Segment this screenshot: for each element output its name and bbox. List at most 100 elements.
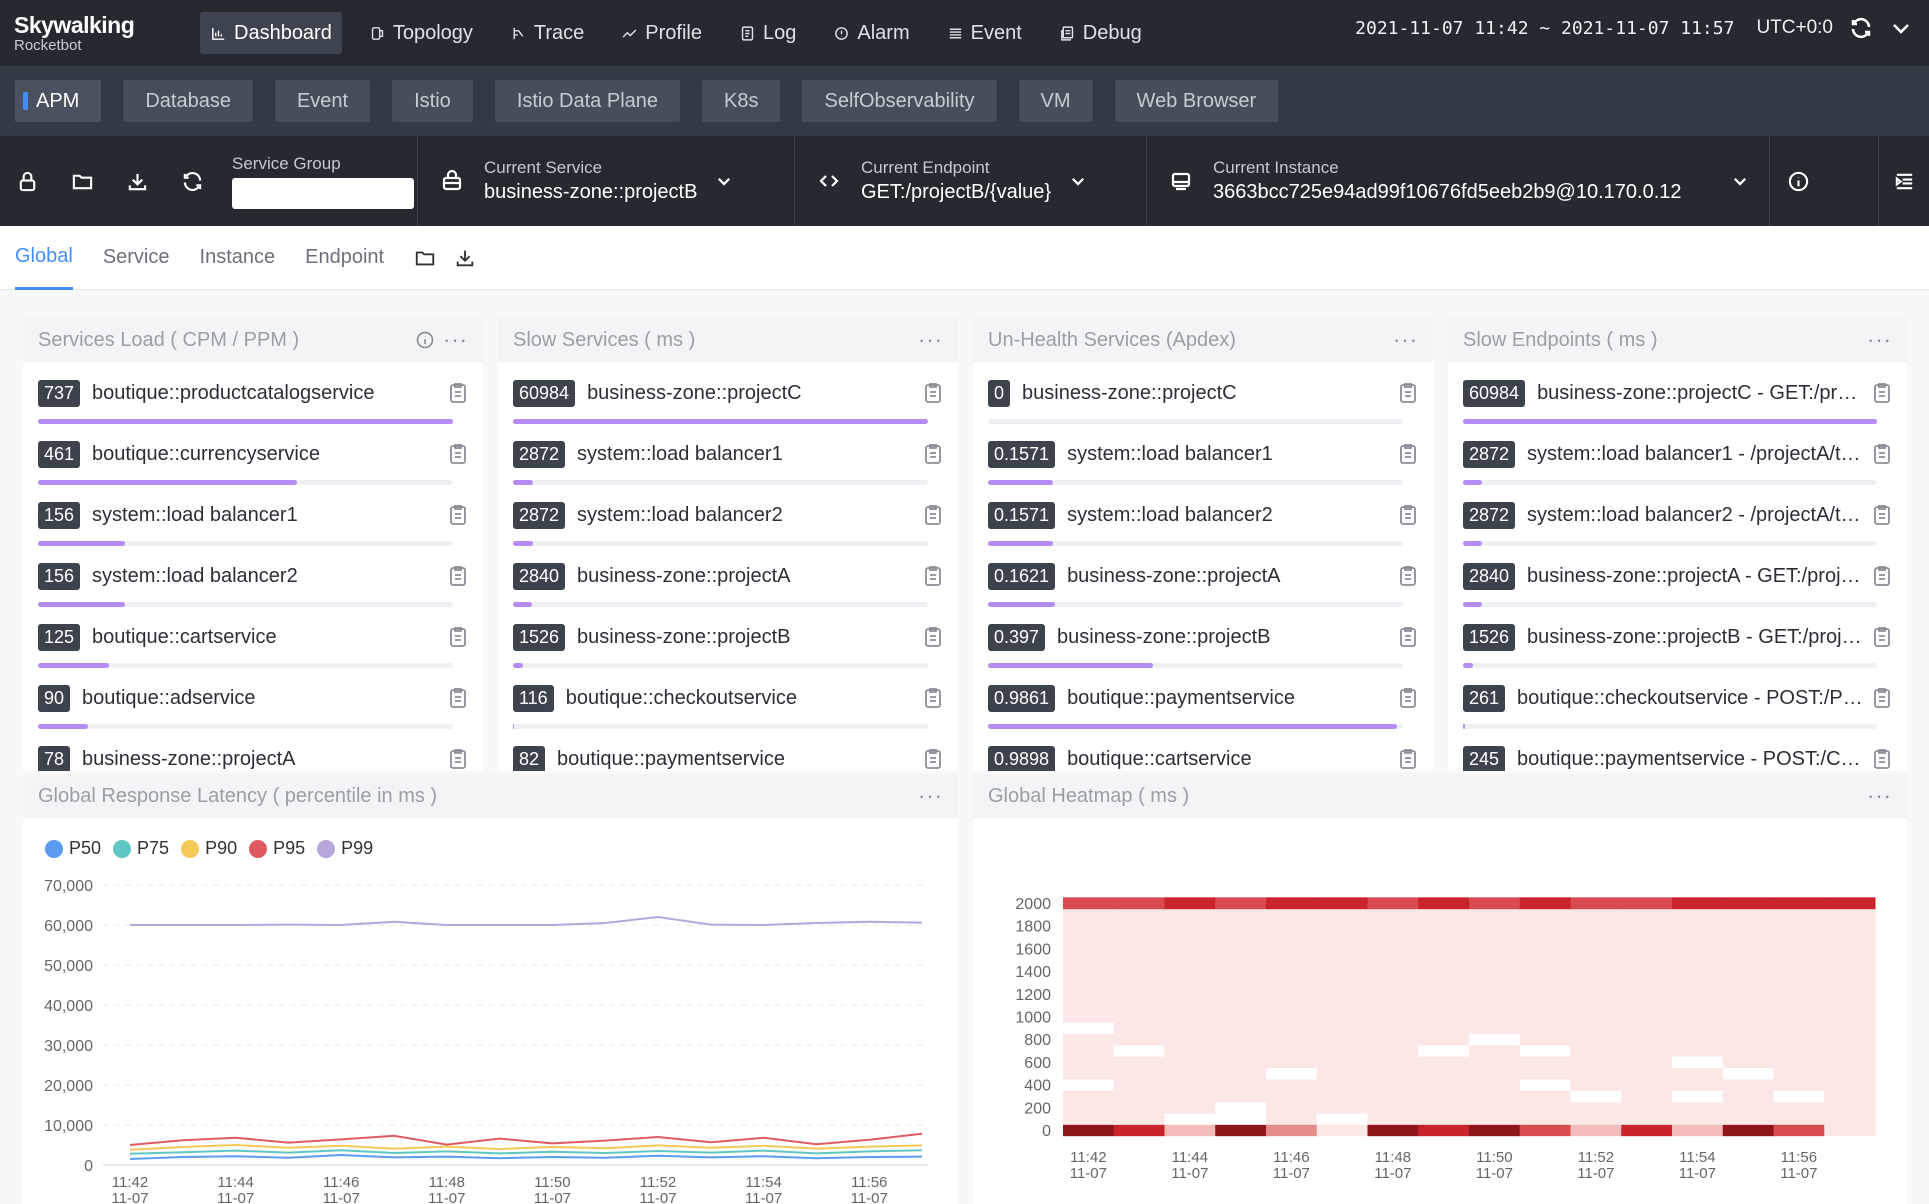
list-item[interactable]: 0.9898 boutique::cartservice <box>988 740 1418 771</box>
info-button[interactable] <box>1770 136 1826 226</box>
clipboard-icon[interactable] <box>448 626 468 648</box>
folder-icon[interactable] <box>414 247 436 269</box>
more-icon[interactable]: ··· <box>443 327 468 352</box>
legend-item-p75[interactable]: P75 <box>113 838 169 859</box>
nav-log[interactable]: Log <box>729 12 806 54</box>
clipboard-icon[interactable] <box>923 504 943 526</box>
download-button[interactable] <box>110 136 165 226</box>
list-item[interactable]: 90 boutique::adservice <box>38 679 468 740</box>
layer-tab-database[interactable]: Database <box>123 80 253 122</box>
more-icon[interactable]: ··· <box>918 783 943 808</box>
clipboard-icon[interactable] <box>923 748 943 770</box>
current-endpoint-select[interactable]: Current Endpoint GET:/projectB/{value} <box>795 136 1146 226</box>
logo[interactable]: Skywalking Rocketbot <box>0 12 200 54</box>
list-item[interactable]: 261 boutique::checkoutservice - POST:/Pl… <box>1463 679 1892 740</box>
nav-topology[interactable]: Topology <box>359 12 483 54</box>
folder-button[interactable] <box>55 136 110 226</box>
timezone[interactable]: UTC+0:0 <box>1756 17 1833 38</box>
layer-tab-istio[interactable]: Istio <box>392 80 473 122</box>
list-item[interactable]: 0.1621 business-zone::projectA <box>988 557 1418 618</box>
tab-endpoint[interactable]: Endpoint <box>305 246 385 268</box>
clipboard-icon[interactable] <box>1398 443 1418 465</box>
clipboard-icon[interactable] <box>1398 626 1418 648</box>
more-icon[interactable]: ··· <box>1867 783 1892 808</box>
list-item[interactable]: 2872 system::load balancer1 - /projectA/… <box>1463 435 1892 496</box>
legend-item-p90[interactable]: P90 <box>181 838 237 859</box>
current-service-select[interactable]: Current Service business-zone::projectB <box>418 136 794 226</box>
clipboard-icon[interactable] <box>1872 748 1892 770</box>
clipboard-icon[interactable] <box>923 382 943 404</box>
nav-profile[interactable]: Profile <box>611 12 712 54</box>
list-item[interactable]: 0 business-zone::projectC <box>988 374 1418 435</box>
clipboard-icon[interactable] <box>448 382 468 404</box>
layer-tab-k8s[interactable]: K8s <box>702 80 781 122</box>
more-icon[interactable]: ··· <box>918 327 943 352</box>
clipboard-icon[interactable] <box>1872 443 1892 465</box>
layer-tab-event[interactable]: Event <box>274 80 371 122</box>
list-item[interactable]: 60984 business-zone::projectC <box>513 374 943 435</box>
nav-event[interactable]: Event <box>937 12 1032 54</box>
clipboard-icon[interactable] <box>1398 565 1418 587</box>
clipboard-icon[interactable] <box>1872 565 1892 587</box>
layer-tab-selfobservability[interactable]: SelfObservability <box>802 80 997 122</box>
service-group-input[interactable] <box>232 177 414 209</box>
clipboard-icon[interactable] <box>1398 504 1418 526</box>
list-item[interactable]: 2872 system::load balancer2 <box>513 496 943 557</box>
current-instance-select[interactable]: Current Instance 3663bcc725e94ad99f10676… <box>1147 136 1769 226</box>
more-icon[interactable]: ··· <box>1867 327 1892 352</box>
more-icon[interactable]: ··· <box>1393 327 1418 352</box>
clipboard-icon[interactable] <box>1872 687 1892 709</box>
list-item[interactable]: 156 system::load balancer2 <box>38 557 468 618</box>
list-item[interactable]: 116 boutique::checkoutservice <box>513 679 943 740</box>
clipboard-icon[interactable] <box>923 565 943 587</box>
clipboard-icon[interactable] <box>448 504 468 526</box>
layer-tab-web-browser[interactable]: Web Browser <box>1114 80 1279 122</box>
legend-item-p99[interactable]: P99 <box>317 838 373 859</box>
list-item[interactable]: 60984 business-zone::projectC - GET:/pro… <box>1463 374 1892 435</box>
legend-item-p50[interactable]: P50 <box>45 838 101 859</box>
list-item[interactable]: 125 boutique::cartservice <box>38 618 468 679</box>
list-item[interactable]: 78 business-zone::projectA <box>38 740 468 771</box>
clipboard-icon[interactable] <box>1872 626 1892 648</box>
nav-dashboard[interactable]: Dashboard <box>200 12 342 54</box>
list-item[interactable]: 737 boutique::productcatalogservice <box>38 374 468 435</box>
layer-tab-vm[interactable]: VM <box>1018 80 1093 122</box>
list-item[interactable]: 2872 system::load balancer1 <box>513 435 943 496</box>
nav-trace[interactable]: Trace <box>500 12 594 54</box>
list-item[interactable]: 2872 system::load balancer2 - /projectA/… <box>1463 496 1892 557</box>
list-item[interactable]: 2840 business-zone::projectA - GET:/proj… <box>1463 557 1892 618</box>
sidebar-toggle-button[interactable] <box>1879 136 1929 226</box>
time-range-text[interactable]: 2021-11-07 11:42 ~ 2021-11-07 11:57 <box>1355 17 1735 39</box>
clipboard-icon[interactable] <box>923 687 943 709</box>
clipboard-icon[interactable] <box>1398 382 1418 404</box>
chevron-down-icon[interactable] <box>1889 16 1913 40</box>
clipboard-icon[interactable] <box>448 687 468 709</box>
list-item[interactable]: 156 system::load balancer1 <box>38 496 468 557</box>
tab-service[interactable]: Service <box>102 246 170 268</box>
legend-item-p95[interactable]: P95 <box>249 838 305 859</box>
layer-tab-istio-data-plane[interactable]: Istio Data Plane <box>494 80 681 122</box>
list-item[interactable]: 0.1571 system::load balancer1 <box>988 435 1418 496</box>
layer-tab-apm[interactable]: APM <box>15 80 102 122</box>
nav-alarm[interactable]: Alarm <box>823 12 919 54</box>
list-item[interactable]: 245 boutique::paymentservice - POST:/Cha… <box>1463 740 1892 771</box>
list-item[interactable]: 82 boutique::paymentservice <box>513 740 943 771</box>
nav-debug[interactable]: Debug <box>1049 12 1152 54</box>
info-icon[interactable] <box>415 330 435 350</box>
reload-button[interactable] <box>165 136 220 226</box>
list-item[interactable]: 2840 business-zone::projectA <box>513 557 943 618</box>
clipboard-icon[interactable] <box>1398 687 1418 709</box>
clipboard-icon[interactable] <box>923 443 943 465</box>
list-item[interactable]: 0.1571 system::load balancer2 <box>988 496 1418 557</box>
list-item[interactable]: 0.397 business-zone::projectB <box>988 618 1418 679</box>
clipboard-icon[interactable] <box>1872 504 1892 526</box>
clipboard-icon[interactable] <box>1872 382 1892 404</box>
list-item[interactable]: 461 boutique::currencyservice <box>38 435 468 496</box>
refresh-icon[interactable] <box>1849 16 1873 40</box>
list-item[interactable]: 1526 business-zone::projectB <box>513 618 943 679</box>
tab-instance[interactable]: Instance <box>199 246 276 268</box>
clipboard-icon[interactable] <box>448 748 468 770</box>
list-item[interactable]: 1526 business-zone::projectB - GET:/proj… <box>1463 618 1892 679</box>
clipboard-icon[interactable] <box>923 626 943 648</box>
lock-button[interactable] <box>0 136 55 226</box>
